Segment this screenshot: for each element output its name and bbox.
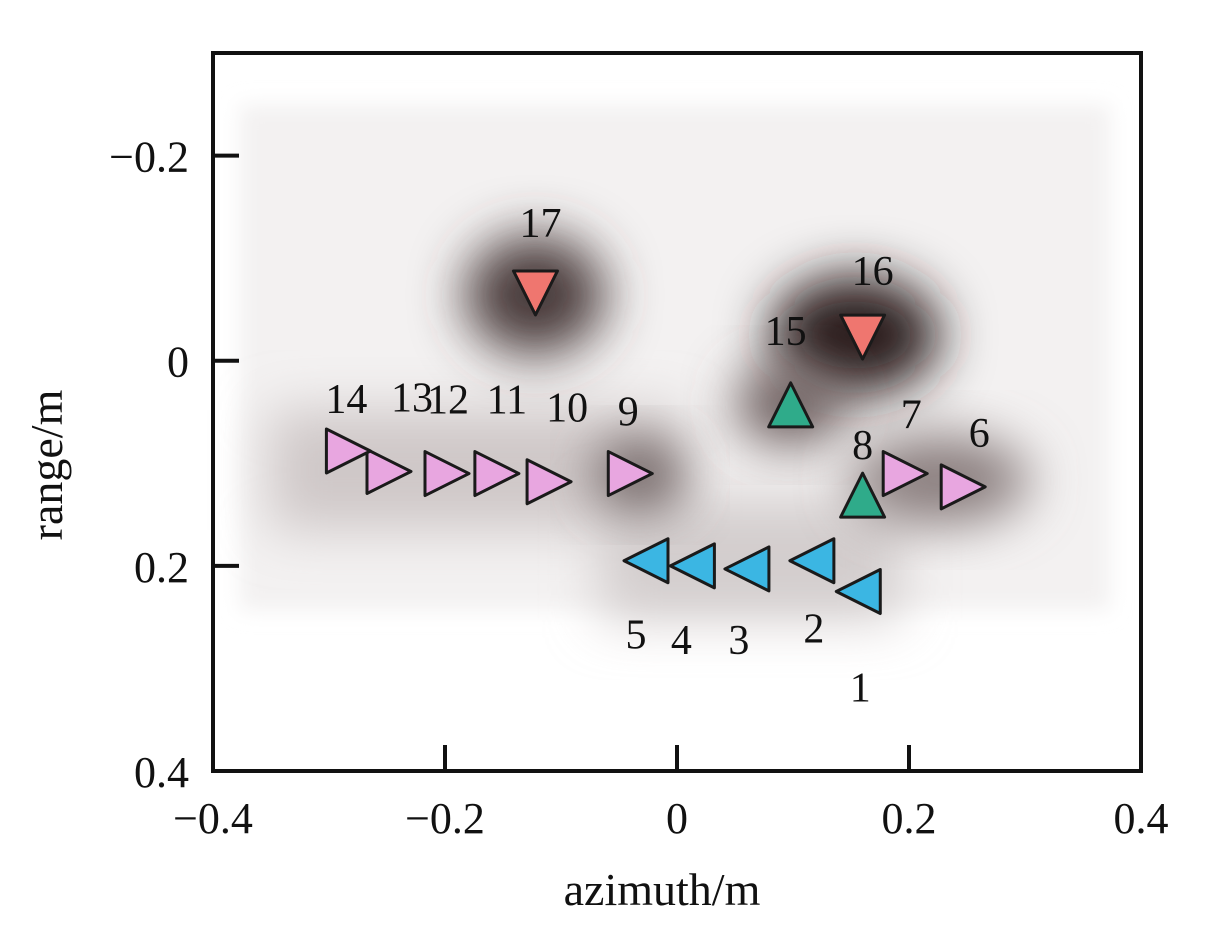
target-markers [324, 269, 987, 615]
y-tick-label: 0 [167, 338, 189, 387]
target-label-3: 3 [728, 618, 749, 664]
target-marker-12 [423, 450, 471, 498]
target-marker-10 [525, 458, 573, 506]
target-label-11: 11 [487, 378, 527, 424]
target-marker-6 [939, 463, 987, 511]
target-label-1: 1 [850, 666, 871, 712]
target-marker-17 [511, 269, 559, 317]
sar-intensity-background [240, 105, 1110, 620]
y-tick-label: −0.2 [109, 133, 189, 182]
x-tick-label: −0.4 [173, 794, 253, 843]
target-marker-13 [365, 447, 413, 495]
x-tick-label: 0 [666, 794, 688, 843]
target-label-15: 15 [765, 309, 807, 355]
target-marker-2 [788, 537, 836, 585]
target-label-9: 9 [618, 390, 639, 436]
target-marker-11 [473, 450, 521, 498]
target-label-14: 14 [325, 377, 367, 423]
target-marker-14 [324, 427, 372, 475]
y-axis-ticks: −0.2 0 0.2 0.4 [109, 133, 239, 797]
x-tick-label: −0.2 [405, 794, 485, 843]
target-label-7: 7 [901, 393, 922, 439]
target-marker-15 [767, 381, 815, 429]
y-axis-label: range/m [21, 389, 72, 540]
target-marker-8 [839, 471, 887, 519]
target-label-4: 4 [671, 618, 692, 664]
target-label-12: 12 [427, 378, 469, 424]
target-marker-5 [622, 537, 670, 585]
x-axis-label: azimuth/m [564, 864, 761, 915]
target-label-17: 17 [519, 201, 561, 247]
target-label-16: 16 [852, 249, 894, 295]
x-axis-ticks: −0.4 −0.2 0 0.2 0.4 [173, 745, 1169, 843]
target-label-8: 8 [852, 423, 873, 469]
target-marker-4 [668, 542, 716, 590]
target-marker-16 [839, 313, 887, 361]
y-tick-label: 0.2 [134, 543, 189, 592]
target-marker-7 [881, 450, 929, 498]
target-label-13: 13 [391, 375, 433, 421]
target-label-2: 2 [803, 607, 824, 653]
target-label-10: 10 [546, 386, 588, 432]
x-tick-label: 0.2 [882, 794, 937, 843]
x-tick-label: 0.4 [1114, 794, 1169, 843]
target-label-5: 5 [626, 613, 647, 659]
target-marker-3 [723, 545, 771, 593]
target-marker-9 [606, 450, 654, 498]
target-label-6: 6 [969, 411, 990, 457]
target-marker-1 [834, 568, 882, 615]
y-tick-label: 0.4 [134, 748, 189, 797]
